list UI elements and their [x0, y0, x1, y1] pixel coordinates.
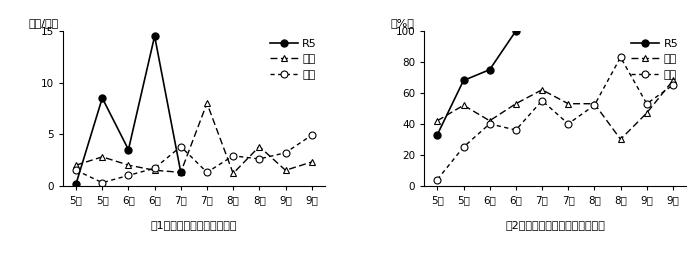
前年	[229, 172, 237, 175]
Text: （枚/㎡）: （枚/㎡）	[29, 18, 60, 28]
Line: 前年: 前年	[73, 100, 315, 177]
R5	[98, 96, 106, 100]
平年	[255, 157, 263, 160]
平年	[98, 181, 106, 184]
R5	[512, 29, 520, 33]
前年	[98, 155, 106, 158]
平年	[72, 169, 80, 172]
Text: 図2　炭疽病　発生圃場率の推移: 図2 炭疽病 発生圃場率の推移	[505, 220, 605, 230]
R5	[433, 133, 442, 136]
平年	[307, 134, 316, 137]
Text: （%）: （%）	[390, 18, 414, 28]
平年	[617, 56, 625, 59]
R5	[459, 79, 468, 82]
前年	[512, 102, 520, 105]
Line: 平年: 平年	[434, 54, 676, 183]
Text: 図1　炭疽病発病葉数の推移: 図1 炭疽病発病葉数の推移	[150, 220, 237, 230]
前年	[72, 164, 80, 167]
R5	[176, 171, 185, 174]
平年	[229, 154, 237, 157]
平年	[281, 151, 290, 154]
前年	[486, 119, 494, 122]
Legend: R5, 前年, 平年: R5, 前年, 平年	[629, 37, 680, 82]
R5	[486, 68, 494, 71]
平年	[590, 104, 598, 107]
Line: R5: R5	[73, 33, 184, 187]
前年	[668, 79, 677, 82]
平年	[203, 171, 211, 174]
平年	[459, 146, 468, 149]
前年	[281, 169, 290, 172]
前年	[617, 138, 625, 141]
前年	[459, 104, 468, 107]
前年	[203, 102, 211, 105]
Line: R5: R5	[434, 28, 519, 138]
前年	[150, 169, 159, 172]
前年	[433, 119, 442, 122]
Line: 平年: 平年	[73, 132, 315, 186]
前年	[643, 111, 651, 115]
平年	[486, 122, 494, 125]
前年	[590, 102, 598, 105]
平年	[433, 178, 442, 181]
平年	[176, 145, 185, 148]
R5	[72, 182, 80, 185]
前年	[538, 88, 546, 91]
平年	[538, 99, 546, 102]
R5	[150, 35, 159, 38]
平年	[150, 167, 159, 170]
Legend: R5, 前年, 平年: R5, 前年, 平年	[268, 37, 319, 82]
平年	[124, 174, 132, 177]
Line: 前年: 前年	[434, 77, 676, 143]
平年	[668, 84, 677, 87]
平年	[512, 128, 520, 132]
平年	[643, 102, 651, 105]
前年	[255, 145, 263, 148]
前年	[564, 102, 573, 105]
前年	[307, 160, 316, 164]
R5	[124, 148, 132, 151]
前年	[124, 164, 132, 167]
平年	[564, 122, 573, 125]
前年	[176, 171, 185, 174]
